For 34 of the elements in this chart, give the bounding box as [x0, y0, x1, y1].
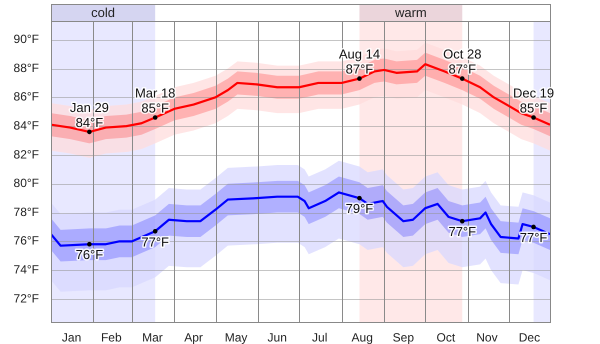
x-tick-label: Apr	[184, 330, 203, 344]
x-tick-label: Aug	[352, 330, 373, 344]
y-tick-label: 78°F	[14, 204, 39, 219]
x-tick-label: Jan	[62, 330, 82, 344]
y-tick-label: 74°F	[14, 262, 39, 276]
annotation: 77°F	[520, 230, 548, 245]
y-tick-label: 90°F	[14, 32, 39, 46]
annotation: 76°F	[76, 247, 104, 262]
x-tick-label: Mar	[142, 330, 163, 344]
y-tick-label: 82°F	[14, 147, 39, 162]
annotation: Oct 28 87°F	[443, 46, 482, 77]
x-tick-label: Oct	[436, 330, 456, 344]
y-tick-label: 80°F	[14, 176, 39, 190]
x-tick-label: Feb	[100, 330, 122, 344]
annotation: 77°F	[141, 234, 170, 250]
x-tick-label: Sep	[392, 330, 414, 344]
y-tick-label: 72°F	[14, 291, 39, 306]
annotation: Aug 14 87°F	[338, 46, 380, 77]
y-tick-label: 84°F	[14, 118, 39, 132]
band-label: warm	[394, 5, 427, 20]
x-tick-label: Jul	[312, 330, 328, 344]
annotation: Dec 19 85°F	[512, 85, 554, 116]
y-tick-label: 76°F	[14, 234, 39, 248]
x-tick-label: Nov	[476, 330, 498, 344]
annotation: Mar 18 85°F	[134, 85, 176, 116]
band-label: cold	[91, 5, 116, 20]
x-tick-label: Dec	[518, 330, 540, 344]
y-tick-label: 88°F	[14, 60, 39, 75]
annotation: Jan 29 84°F	[70, 100, 109, 130]
x-tick-label: Jun	[268, 330, 287, 344]
annotation: 79°F	[346, 201, 374, 216]
y-tick-label: 86°F	[14, 90, 39, 104]
x-tick-label: May	[224, 330, 248, 344]
annotation: 77°F	[448, 224, 476, 240]
